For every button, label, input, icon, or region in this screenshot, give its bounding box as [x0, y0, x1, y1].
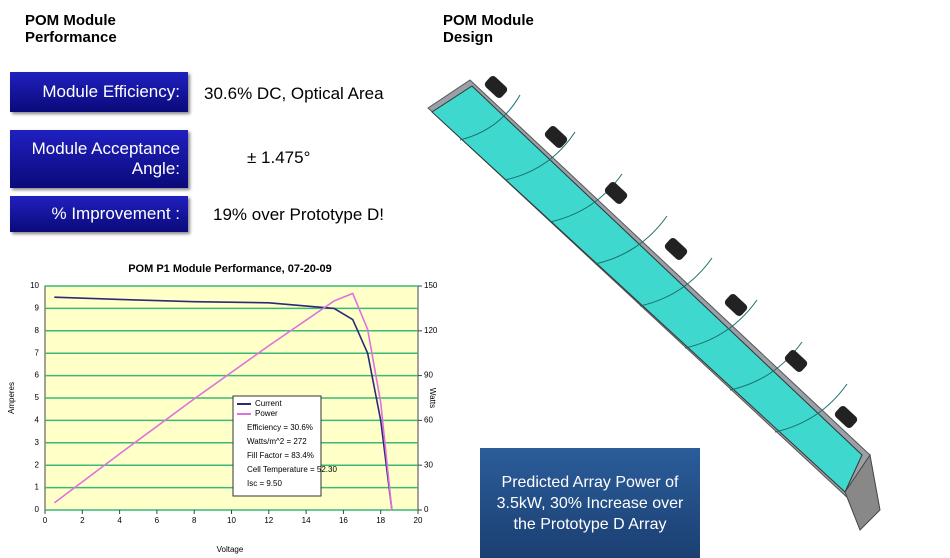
x-tick-label: 12 — [264, 516, 273, 525]
y2-axis-label: Watts — [428, 388, 437, 408]
y2-tick-label: 0 — [424, 505, 429, 514]
legend-label: Current — [255, 399, 282, 408]
x-tick-label: 20 — [414, 516, 423, 525]
y-tick-label: 6 — [35, 371, 40, 380]
x-tick-label: 14 — [302, 516, 311, 525]
annotation: Watts/m^2 = 272 — [247, 437, 307, 446]
x-tick-label: 0 — [43, 516, 48, 525]
y2-tick-label: 150 — [424, 281, 438, 290]
callout: Predicted Array Power of 3.5kW, 30% Incr… — [480, 448, 700, 558]
legend-label: Power — [255, 409, 278, 418]
x-tick-label: 6 — [155, 516, 160, 525]
y-tick-label: 5 — [35, 393, 40, 402]
x-tick-label: 18 — [376, 516, 385, 525]
annotation: Fill Factor = 83.4% — [247, 451, 314, 460]
chart-title: POM P1 Module Performance, 07-20-09 — [128, 263, 332, 275]
y-axis-label: Amperes — [7, 382, 16, 414]
y-tick-label: 1 — [35, 483, 40, 492]
x-axis-label: Voltage — [217, 545, 244, 554]
module-trough — [432, 86, 862, 492]
y-tick-label: 10 — [30, 281, 39, 290]
y-tick-label: 2 — [35, 460, 40, 469]
y2-tick-label: 60 — [424, 416, 433, 425]
annotation: Isc = 9.50 — [247, 479, 282, 488]
slide: POM Module Performance POM Module Design… — [0, 0, 950, 558]
y-tick-label: 0 — [35, 505, 40, 514]
annotation: Efficiency = 30.6% — [247, 423, 313, 432]
y-tick-label: 9 — [35, 304, 40, 313]
y2-tick-label: 90 — [424, 371, 433, 380]
x-tick-label: 8 — [192, 516, 197, 525]
module-receivers — [483, 74, 859, 429]
chart: POM P1 Module Performance, 07-20-09 Volt… — [0, 258, 440, 558]
y2-tick-label: 30 — [424, 460, 433, 469]
annotation: Cell Temperature = 52.30 — [247, 465, 337, 474]
x-tick-label: 4 — [117, 516, 122, 525]
y-tick-label: 8 — [35, 326, 40, 335]
y2-tick-label: 120 — [424, 326, 438, 335]
x-tick-label: 16 — [339, 516, 348, 525]
y-tick-label: 4 — [35, 416, 40, 425]
x-tick-label: 10 — [227, 516, 236, 525]
y-tick-label: 7 — [35, 348, 40, 357]
x-tick-label: 2 — [80, 516, 85, 525]
y-tick-label: 3 — [35, 438, 40, 447]
